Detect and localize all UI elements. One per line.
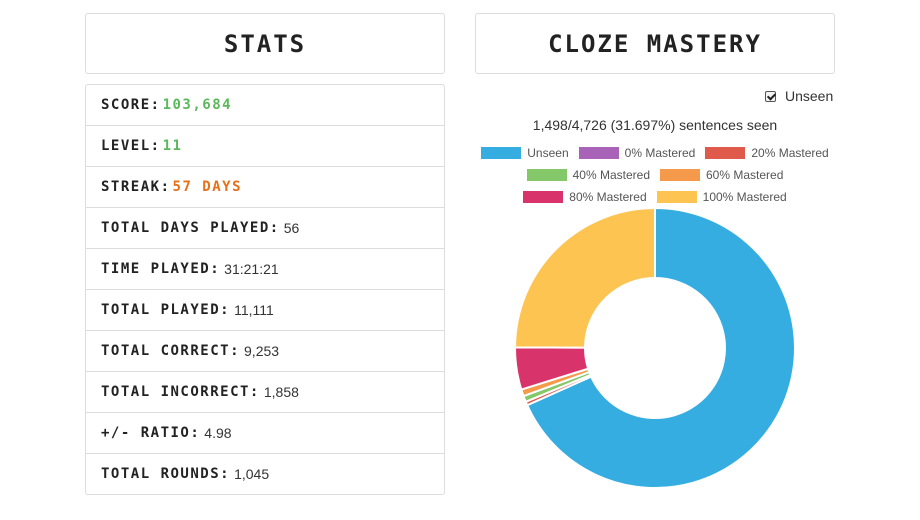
legend-swatch bbox=[523, 191, 564, 203]
ratio-value: 4.98 bbox=[204, 425, 232, 441]
stat-row-total-played: TOTAL PLAYED: 11,111 bbox=[86, 289, 444, 330]
stat-row-total-rounds: TOTAL ROUNDS: 1,045 bbox=[86, 453, 444, 494]
legend-swatch bbox=[481, 147, 522, 159]
total-correct-value: 9,253 bbox=[244, 343, 280, 359]
stat-row-total-incorrect: TOTAL INCORRECT: 1,858 bbox=[86, 371, 444, 412]
time-played-value: 31:21:21 bbox=[224, 261, 279, 277]
mastery-donut-chart[interactable] bbox=[505, 206, 805, 506]
legend-label: Unseen bbox=[527, 146, 569, 160]
stat-row-ratio: +/- RATIO: 4.98 bbox=[86, 412, 444, 453]
stat-label: TOTAL INCORRECT: bbox=[101, 384, 260, 400]
legend-swatch bbox=[578, 147, 619, 159]
sentences-seen-summary: 1,498/4,726 (31.697%) sentences seen bbox=[532, 117, 778, 133]
stat-label: SCORE: bbox=[101, 97, 161, 113]
stat-label: TOTAL PLAYED: bbox=[101, 302, 231, 318]
legend-item-80-mastered[interactable]: 80% Mastered bbox=[523, 190, 647, 204]
stat-row-total-correct: TOTAL CORRECT: 9,253 bbox=[86, 330, 444, 371]
legend-label: 40% Mastered bbox=[572, 168, 650, 182]
stats-list: SCORE: 103,684 LEVEL: 11 STREAK: 57 DAYS… bbox=[85, 84, 445, 495]
stat-label: +/- RATIO: bbox=[101, 425, 201, 441]
legend-swatch bbox=[660, 169, 700, 181]
stat-row-time-played: TIME PLAYED: 31:21:21 bbox=[86, 248, 444, 289]
legend-label: 100% Mastered bbox=[702, 190, 787, 204]
donut-slice-100-mastered[interactable] bbox=[513, 206, 656, 349]
stats-panel-title: STATS bbox=[85, 13, 445, 74]
chart-legend-row: 40% Mastered 60% Mastered bbox=[475, 168, 835, 182]
legend-label: 20% Mastered bbox=[751, 146, 829, 160]
legend-item-60-mastered[interactable]: 60% Mastered bbox=[660, 168, 783, 182]
chart-legend-row: Unseen 0% Mastered 20% Mastered bbox=[475, 146, 835, 160]
stat-row-score: SCORE: 103,684 bbox=[86, 85, 444, 125]
legend-item-20-mastered[interactable]: 20% Mastered bbox=[705, 146, 829, 160]
unseen-checkbox[interactable] bbox=[765, 90, 776, 102]
stat-label: TOTAL ROUNDS: bbox=[101, 466, 231, 482]
stat-row-level: LEVEL: 11 bbox=[86, 125, 444, 166]
stat-label: STREAK: bbox=[101, 179, 171, 195]
legend-item-unseen[interactable]: Unseen bbox=[481, 146, 569, 160]
legend-label: 80% Mastered bbox=[569, 190, 647, 204]
score-value: 103,684 bbox=[162, 97, 233, 113]
stat-label: TIME PLAYED: bbox=[101, 261, 221, 277]
total-days-played-value: 56 bbox=[283, 220, 300, 236]
legend-item-100-mastered[interactable]: 100% Mastered bbox=[656, 190, 787, 204]
chart-legend-row: 80% Mastered 100% Mastered bbox=[475, 190, 835, 204]
streak-value: 57 DAYS bbox=[172, 179, 243, 195]
stat-row-total-days-played: TOTAL DAYS PLAYED: 56 bbox=[86, 207, 444, 248]
total-played-value: 11,111 bbox=[234, 302, 274, 318]
unseen-toggle[interactable]: Unseen bbox=[765, 88, 833, 104]
legend-item-40-mastered[interactable]: 40% Mastered bbox=[526, 168, 650, 182]
donut-slice-unseen[interactable] bbox=[525, 206, 796, 489]
legend-swatch bbox=[526, 169, 567, 181]
legend-swatch bbox=[656, 191, 697, 203]
cloze-mastery-panel-title: CLOZE MASTERY bbox=[475, 13, 835, 74]
stat-label: LEVEL: bbox=[101, 138, 161, 154]
stat-label: TOTAL CORRECT: bbox=[101, 343, 241, 359]
stat-label: TOTAL DAYS PLAYED: bbox=[101, 220, 280, 236]
total-incorrect-value: 1,858 bbox=[263, 384, 299, 400]
total-rounds-value: 1,045 bbox=[234, 466, 270, 482]
legend-swatch bbox=[705, 147, 746, 159]
legend-label: 60% Mastered bbox=[706, 168, 784, 182]
unseen-checkbox-label[interactable]: Unseen bbox=[785, 88, 834, 104]
legend-label: 0% Mastered bbox=[624, 146, 696, 160]
level-value: 11 bbox=[162, 138, 183, 154]
legend-item-0-mastered[interactable]: 0% Mastered bbox=[578, 146, 696, 160]
stat-row-streak: STREAK: 57 DAYS bbox=[86, 166, 444, 207]
